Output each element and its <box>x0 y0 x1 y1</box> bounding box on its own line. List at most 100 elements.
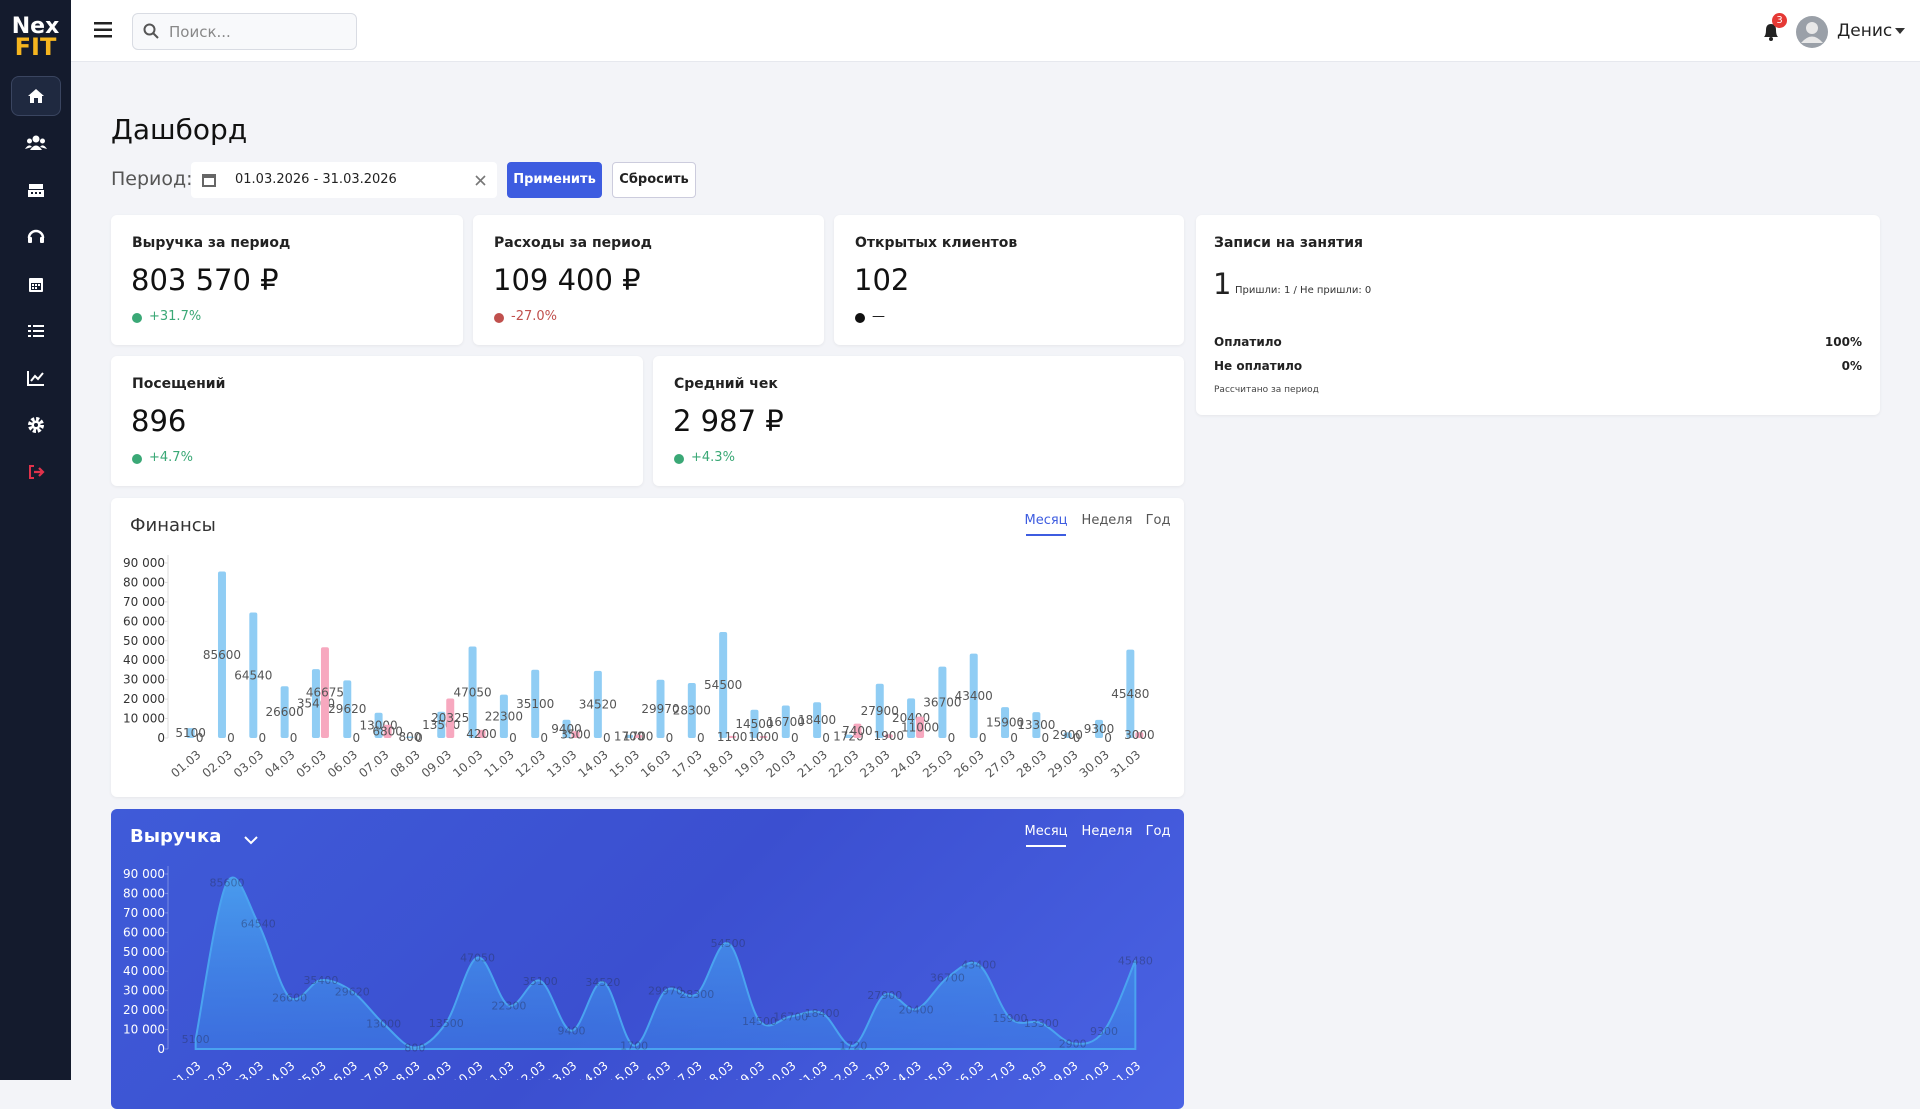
nav-cash[interactable] <box>11 170 61 210</box>
bar <box>687 682 696 738</box>
value-label: 36700 <box>923 695 961 709</box>
finance-panel <box>111 498 1184 797</box>
reset-button[interactable]: Сбросить <box>612 162 696 198</box>
x-tick-label: 26.03 <box>951 748 986 781</box>
value-label: 0 <box>540 731 548 745</box>
value-label: 54500 <box>711 937 746 950</box>
nav-logout[interactable] <box>11 452 61 492</box>
stat-change: -27.0% <box>511 309 557 324</box>
user-caret[interactable] <box>1895 28 1905 34</box>
tab[interactable]: Неделя <box>1082 513 1133 528</box>
value-label: 0 <box>509 731 517 745</box>
value-label: 2900 <box>1059 1037 1087 1050</box>
stat-card: Расходы за период 109 400 ₽ -27.0% <box>473 215 824 345</box>
bar <box>383 724 392 738</box>
value-label: 27900 <box>867 989 902 1002</box>
bar <box>477 729 486 738</box>
x-tick-label: 15.03 <box>607 1059 642 1080</box>
y-tick-label: 10 000 <box>123 712 165 726</box>
notification-badge: 3 <box>1772 13 1787 28</box>
nav-calendar[interactable] <box>11 264 61 304</box>
x-tick-label: 22.03 <box>826 748 861 781</box>
value-label: 14500 <box>735 717 773 731</box>
value-label: 13500 <box>429 1017 464 1030</box>
value-label: 22300 <box>491 1000 526 1013</box>
header: Поиск... 3 Денис <box>71 0 1920 62</box>
bar <box>728 735 737 738</box>
tab[interactable]: Год <box>1146 824 1171 839</box>
bar <box>186 728 195 738</box>
nav-home[interactable] <box>11 76 61 116</box>
stat-change: +4.7% <box>149 450 193 465</box>
y-tick-label: 50 000 <box>123 634 165 648</box>
x-tick-label: 05.03 <box>294 748 329 781</box>
period-label: Период: <box>111 168 193 190</box>
x-tick-label: 25.03 <box>920 1059 955 1080</box>
bar <box>1135 732 1144 738</box>
bar <box>759 736 768 738</box>
menu-button[interactable] <box>94 22 112 38</box>
x-tick-label: 09.03 <box>419 748 454 781</box>
value-label: 6800 <box>372 724 403 738</box>
x-tick-label: 30.03 <box>1077 748 1112 781</box>
nav-settings[interactable] <box>11 405 61 445</box>
value-label: 0 <box>1042 731 1050 745</box>
bar <box>374 712 383 738</box>
value-label: 18400 <box>805 1007 840 1020</box>
y-tick-label: 60 000 <box>123 925 165 939</box>
tab[interactable]: Год <box>1146 513 1171 528</box>
bell-icon[interactable] <box>1761 20 1783 44</box>
dropdown-chevron[interactable] <box>244 836 258 845</box>
y-tick-label: 20 000 <box>123 1003 165 1017</box>
stat-label: Расходы за период <box>494 235 652 251</box>
stat-dot <box>494 313 504 323</box>
bar <box>719 632 728 738</box>
nav-reports[interactable] <box>11 358 61 398</box>
bar <box>884 734 893 738</box>
x-tick-label: 21.03 <box>795 748 830 781</box>
avatar[interactable] <box>1796 16 1828 48</box>
apply-button[interactable]: Применить <box>507 162 602 198</box>
period-input[interactable]: 01.03.2026 - 31.03.2026 <box>191 162 497 198</box>
x-tick-label: 02.03 <box>200 748 235 781</box>
bookings-note: Рассчитано за период <box>1214 385 1319 395</box>
x-tick-label: 19.03 <box>732 748 767 781</box>
search-input[interactable]: Поиск... <box>132 13 357 50</box>
y-tick-label: 0 <box>157 731 165 745</box>
x-tick-label: 30.03 <box>1077 1059 1112 1080</box>
tab[interactable]: Месяц <box>1024 824 1067 839</box>
nav-tasks[interactable] <box>11 311 61 351</box>
nav-support[interactable] <box>11 217 61 257</box>
value-label: 29970 <box>648 985 683 998</box>
bar <box>437 711 446 738</box>
clear-icon[interactable] <box>475 175 486 186</box>
bookings-title: Записи на занятия <box>1214 235 1364 251</box>
value-label: 45480 <box>1111 687 1149 701</box>
bar <box>531 669 540 738</box>
chart-title: Финансы <box>130 515 216 536</box>
stat-label: Выручка за период <box>132 235 291 251</box>
value-label: 26600 <box>272 991 307 1004</box>
tab[interactable]: Месяц <box>1024 513 1067 528</box>
x-tick-label: 27.03 <box>983 1059 1018 1080</box>
bookings-detail: Пришли: 1 / Не пришли: 0 <box>1235 285 1372 296</box>
nav-clients[interactable] <box>11 123 61 163</box>
tab[interactable]: Неделя <box>1082 824 1133 839</box>
value-label: 0 <box>1104 731 1112 745</box>
x-tick-label: 11.03 <box>481 1059 516 1080</box>
x-tick-label: 16.03 <box>638 748 673 781</box>
value-label: 9400 <box>558 1025 586 1038</box>
bar <box>320 647 329 738</box>
logo-top: Nex <box>11 14 60 39</box>
x-tick-label: 21.03 <box>795 1059 830 1080</box>
x-tick-label: 23.03 <box>857 748 892 781</box>
x-tick-label: 03.03 <box>231 748 266 781</box>
stat-value: 2 987 ₽ <box>673 404 784 438</box>
stat-value: 109 400 ₽ <box>493 263 641 297</box>
stat-change: — <box>872 309 885 324</box>
user-name[interactable]: Денис <box>1837 21 1893 41</box>
value-label: 45480 <box>1118 955 1153 968</box>
x-tick-label: 31.03 <box>1108 1059 1143 1080</box>
y-tick-label: 90 000 <box>123 867 165 881</box>
bar <box>217 571 226 738</box>
